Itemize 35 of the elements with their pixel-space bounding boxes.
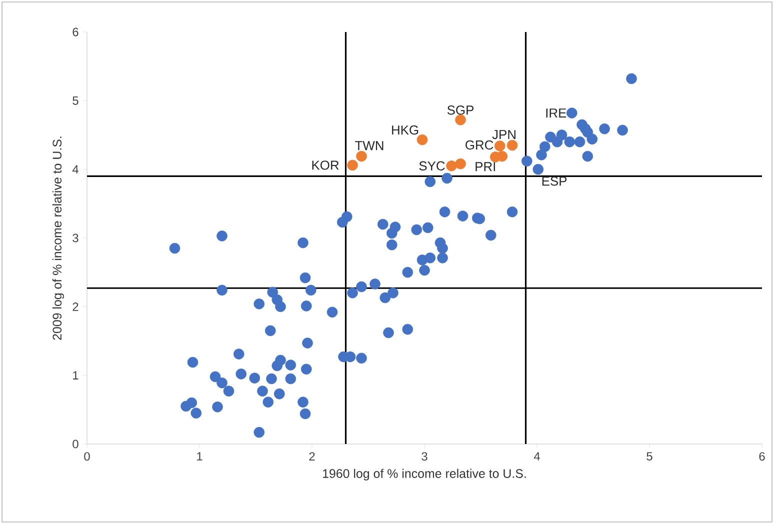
x-tick-label: 0 <box>84 452 90 461</box>
annotation: HKG <box>392 125 418 135</box>
annotation: PRI <box>476 162 495 172</box>
y-tick-label: 5 <box>72 96 78 105</box>
annotation: ESP <box>542 176 567 186</box>
point <box>494 140 506 152</box>
x-tick-label: 5 <box>646 452 652 461</box>
x-tick-label: 2 <box>309 452 315 461</box>
point <box>416 134 428 146</box>
annotation: SGP <box>447 106 474 115</box>
y-tick-label: 0 <box>72 440 78 448</box>
x-tick-label: 6 <box>759 452 765 461</box>
x-tick-label: 1 <box>197 452 202 460</box>
point <box>347 160 358 171</box>
x-tick-label: 4 <box>534 452 540 460</box>
y-tick-label: 4 <box>72 165 78 174</box>
y-tick-label: 1 <box>73 371 78 380</box>
point <box>356 150 367 162</box>
y-tick-label: 6 <box>72 28 78 36</box>
annotation: JPN <box>492 130 516 140</box>
annotation: TWN <box>355 141 384 150</box>
annotation: KOR <box>312 160 339 170</box>
point <box>506 140 518 151</box>
point <box>455 158 466 170</box>
point <box>496 150 508 162</box>
annotation: SYC <box>419 161 445 170</box>
point <box>455 114 466 126</box>
x-axis-title: 1960 log of % income relative to U.S. <box>323 468 526 480</box>
x-tick-label: 3 <box>422 452 428 461</box>
annotation: IRE <box>546 108 566 118</box>
annotation: GRC <box>466 140 494 150</box>
y-tick-label: 2 <box>72 302 78 311</box>
y-axis-title: 2009 log of % income relative to U.S. <box>52 136 64 340</box>
y-tick-label: 3 <box>72 234 78 242</box>
point <box>446 160 457 172</box>
